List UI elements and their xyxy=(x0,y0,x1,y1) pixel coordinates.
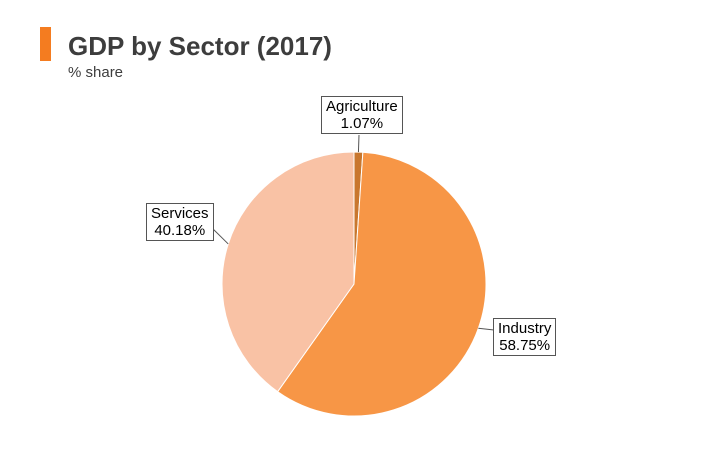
pie-slice-services xyxy=(221,151,355,393)
slice-label-name: Agriculture xyxy=(326,98,398,115)
title-accent-bar xyxy=(40,27,51,61)
slice-label-value: 58.75% xyxy=(499,337,551,354)
leader-line-agriculture xyxy=(357,134,360,153)
slice-label-agriculture: Agriculture 1.07% xyxy=(321,96,403,134)
chart-title: GDP by Sector (2017) xyxy=(68,31,332,61)
slice-label-value: 1.07% xyxy=(340,115,384,132)
slice-label-value: 40.18% xyxy=(154,222,206,239)
chart-subtitle: % share xyxy=(68,64,124,81)
pie-slice-industry xyxy=(276,151,487,417)
leader-line-industry xyxy=(478,327,495,331)
slice-label-name: Services xyxy=(151,205,209,222)
slice-label-services: Services 40.18% xyxy=(146,203,214,241)
slice-label-industry: Industry 58.75% xyxy=(493,318,557,356)
slice-label-name: Industry xyxy=(498,320,552,337)
